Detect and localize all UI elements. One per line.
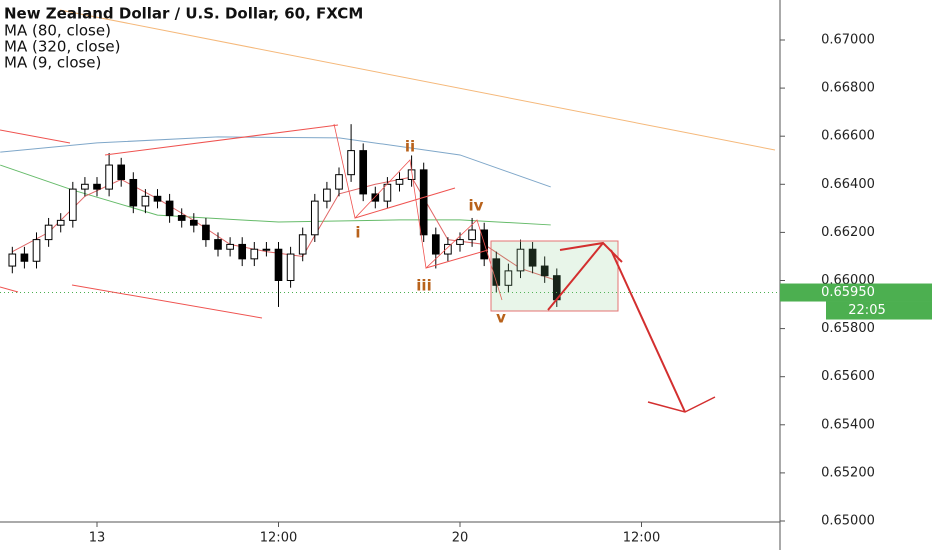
trend-line xyxy=(0,129,71,144)
candle-body xyxy=(202,224,210,241)
y-tick-label: 0.65600 xyxy=(821,369,875,384)
candle-body xyxy=(93,183,101,190)
wave-label: v xyxy=(496,309,506,327)
candle-body xyxy=(226,243,234,250)
wave-line xyxy=(333,123,503,301)
candle-body xyxy=(56,219,65,226)
candle-body xyxy=(165,200,174,217)
drawings xyxy=(0,9,776,413)
y-tick-label: 0.67000 xyxy=(821,32,875,47)
y-tick-label: 0.65800 xyxy=(821,321,875,336)
y-tick-label: 0.66200 xyxy=(821,225,875,240)
x-tick-label: 12:00 xyxy=(623,531,660,546)
y-tick-label: 0.65200 xyxy=(821,465,875,480)
wave-label: ii xyxy=(405,138,415,156)
candle-body xyxy=(286,253,295,281)
candle-body xyxy=(359,150,368,195)
wave-label: iii xyxy=(416,277,431,295)
wave-label: iv xyxy=(469,197,484,215)
trend-line xyxy=(59,9,776,151)
arrow-head xyxy=(647,396,716,413)
candle-body xyxy=(177,215,186,221)
candle-body xyxy=(395,178,404,185)
candle-body xyxy=(371,193,380,202)
trend-line xyxy=(104,124,339,156)
chart-title: New Zealand Dollar / U.S. Dollar, 60, FX… xyxy=(4,5,363,23)
candle-body xyxy=(117,164,126,180)
candle-body xyxy=(456,239,464,245)
candle-body xyxy=(262,248,271,251)
legend-entry: MA (80, close) xyxy=(4,22,111,40)
trend-line xyxy=(0,286,19,293)
candle-body xyxy=(516,248,525,272)
candle-body xyxy=(323,188,331,202)
last-price-badge xyxy=(780,283,932,302)
candle-body xyxy=(81,183,89,190)
candle-body xyxy=(238,243,247,260)
candle-body xyxy=(214,239,222,250)
candle-body xyxy=(504,270,513,286)
x-tick-label: 20 xyxy=(452,531,469,546)
candle-body xyxy=(20,253,29,262)
target-box xyxy=(490,240,619,312)
candle-body xyxy=(468,229,476,241)
trend-line xyxy=(71,284,263,319)
candle-body xyxy=(141,195,150,207)
candle-body xyxy=(68,188,77,221)
candle-body xyxy=(480,229,489,260)
candle-body xyxy=(250,248,259,260)
x-tick-label: 13 xyxy=(89,531,106,546)
trend-line xyxy=(354,187,456,219)
legend-entry: MA (9, close) xyxy=(4,54,101,72)
trend-line xyxy=(425,249,489,269)
arrow-head xyxy=(559,241,623,263)
y-tick-label: 0.66800 xyxy=(821,81,875,96)
candle-body xyxy=(335,174,343,190)
candle-body xyxy=(8,253,17,267)
candle-body xyxy=(153,195,162,202)
y-tick-label: 0.66600 xyxy=(821,129,875,144)
moving-average xyxy=(0,164,551,226)
x-tick-label: 12:00 xyxy=(260,531,297,546)
last-price-label: 0.65950 xyxy=(821,285,875,300)
candle-body xyxy=(310,200,319,236)
candle-body xyxy=(540,265,549,277)
candle-body xyxy=(298,234,307,255)
y-tick-label: 0.65000 xyxy=(821,513,875,528)
moving-average xyxy=(0,136,551,188)
countdown-label: 22:05 xyxy=(848,303,885,318)
wave-label: i xyxy=(355,224,360,242)
moving-average xyxy=(12,176,557,281)
plot xyxy=(0,124,780,307)
candle-body xyxy=(347,150,355,176)
candle-body xyxy=(44,224,53,241)
candle-body xyxy=(444,243,452,255)
candle-body xyxy=(32,239,41,262)
candle-body xyxy=(105,164,113,190)
candle-body xyxy=(129,178,138,207)
legend-entry: MA (320, close) xyxy=(4,38,120,56)
forecast-arrow xyxy=(547,242,604,311)
candle-body xyxy=(528,248,537,267)
y-tick-label: 0.65400 xyxy=(821,417,875,432)
countdown-badge xyxy=(826,301,932,320)
candle-body xyxy=(431,234,440,255)
candle-body xyxy=(274,248,283,281)
candle-body xyxy=(419,169,428,236)
forecast-arrow xyxy=(610,249,686,413)
candle-body xyxy=(189,219,198,226)
y-tick-label: 0.66400 xyxy=(821,177,875,192)
